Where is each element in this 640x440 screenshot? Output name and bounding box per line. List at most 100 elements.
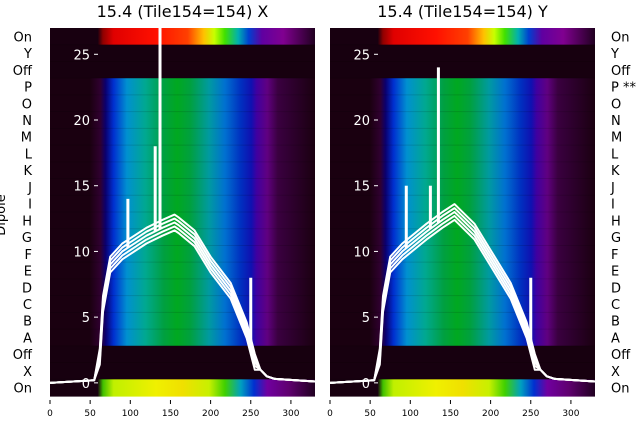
x-tick-label: 200: [202, 409, 219, 419]
row-label: Off: [611, 348, 631, 363]
row-label: L: [611, 147, 619, 162]
heatmap-row: [330, 195, 595, 213]
row-label: F: [25, 248, 32, 263]
overlay-tick-label: 25: [73, 48, 90, 63]
row-label: X: [611, 365, 620, 380]
heatmap-row: [50, 362, 315, 380]
row-label: E: [24, 265, 32, 280]
overlay-tick-label: 20: [353, 114, 370, 129]
x-tick-label: 50: [364, 409, 376, 419]
row-label: P: [24, 81, 32, 96]
row-label: M: [21, 131, 32, 146]
heatmap-row: [330, 178, 595, 196]
row-label: Off: [13, 348, 33, 363]
row-label: L: [25, 147, 33, 162]
overlay-tick-label: 15: [73, 180, 90, 195]
overlay-tick-label: 25: [353, 48, 370, 63]
heatmap-row: [330, 262, 595, 280]
row-label: H: [22, 214, 32, 229]
heatmap-row: [330, 161, 595, 180]
overlay-tick-label: 0: [82, 377, 90, 392]
row-label: K: [23, 164, 32, 179]
row-label: N: [22, 114, 32, 129]
x-tick-label: 100: [402, 409, 419, 419]
row-label: D: [611, 281, 621, 296]
row-label: X: [23, 365, 32, 380]
overlay-tick-label: 5: [82, 311, 90, 326]
row-label: A: [23, 331, 32, 346]
heatmap-row: [50, 28, 315, 46]
row-label: D: [22, 281, 32, 296]
x-tick-label: 0: [47, 409, 53, 419]
row-label: O: [611, 97, 621, 112]
x-tick-label: 150: [442, 409, 459, 419]
chart-title: 15.4 (Tile154=154) X: [97, 2, 269, 21]
x-tick-label: 50: [84, 409, 96, 419]
heatmap-row: [330, 278, 595, 297]
heatmap-row: [50, 379, 315, 397]
heatmap-row: [50, 145, 315, 163]
x-tick-label: 300: [562, 409, 579, 419]
row-label: G: [22, 231, 32, 246]
x-tick-label: 100: [122, 409, 139, 419]
row-label: J: [610, 181, 615, 196]
row-label: H: [611, 214, 621, 229]
heatmap-row: [50, 295, 315, 313]
row-label: N: [611, 114, 621, 129]
row-label: B: [611, 315, 620, 330]
overlay-tick-label: 10: [73, 245, 90, 260]
heatmap-row: [50, 278, 315, 297]
x-tick-label: 150: [162, 409, 179, 419]
heatmap-row: [50, 44, 315, 63]
row-label: B: [23, 315, 32, 330]
row-label: M: [611, 131, 622, 146]
row-label: E: [611, 265, 619, 280]
row-label: C: [611, 298, 620, 313]
heatmap-row: [330, 61, 595, 79]
heatmap-row: [50, 94, 315, 113]
heatmap-row: [330, 128, 595, 146]
row-label: Y: [23, 47, 32, 62]
row-label: Off: [611, 64, 631, 79]
overlay-tick-label: 20: [73, 114, 90, 129]
heatmap-row: [330, 145, 595, 163]
row-label: On: [611, 30, 629, 45]
heatmap-row: [50, 329, 315, 347]
row-label: G: [611, 231, 621, 246]
heatmap-row: [330, 362, 595, 380]
heatmap-row: [330, 78, 595, 96]
overlay-tick-label: 15: [353, 180, 370, 195]
heatmap-row: [330, 345, 595, 364]
heatmap-row: [50, 128, 315, 146]
heatmap-row: [50, 111, 315, 129]
heatmap-row: [330, 228, 595, 247]
heatmap-row: [50, 178, 315, 196]
heatmap-row: [330, 111, 595, 129]
row-label: On: [14, 30, 32, 45]
heatmap-row: [50, 78, 315, 96]
row-label: Y: [610, 47, 619, 62]
row-label: K: [611, 164, 620, 179]
overlay-line: [49, 213, 316, 384]
x-tick-label: 300: [282, 409, 299, 419]
row-label: F: [611, 248, 618, 263]
overlay-tick-label: 5: [362, 311, 370, 326]
row-label: On: [611, 382, 629, 397]
row-label: On: [14, 382, 32, 397]
heatmap-row: [330, 44, 595, 63]
overlay-line: [329, 203, 596, 384]
row-label: O: [22, 97, 32, 112]
row-label: P **: [611, 81, 636, 96]
x-tick-label: 0: [327, 409, 333, 419]
row-label: A: [611, 331, 620, 346]
heatmap-row: [330, 94, 595, 113]
heatmap-row: [50, 161, 315, 180]
x-tick-label: 250: [242, 409, 259, 419]
overlay-tick-label: 0: [362, 377, 370, 392]
row-label: C: [23, 298, 32, 313]
heatmap-row: [50, 262, 315, 280]
heatmap-row: [330, 379, 595, 397]
heatmap-row: [50, 345, 315, 364]
